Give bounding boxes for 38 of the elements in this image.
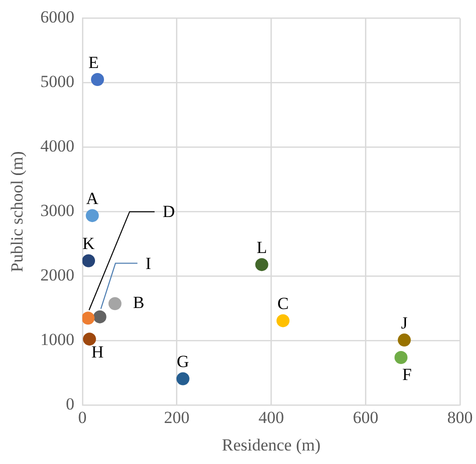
y-tick-label: 2000 (40, 266, 74, 285)
point (398, 334, 411, 347)
point (276, 314, 290, 328)
point (93, 310, 106, 324)
point (86, 209, 99, 222)
x-tick-label: 400 (258, 408, 284, 427)
point (108, 297, 122, 310)
point (176, 372, 190, 386)
y-tick-label: 6000 (40, 8, 74, 27)
x-tick-label: 200 (164, 408, 190, 427)
text: D (162, 202, 175, 222)
point (82, 254, 96, 268)
x-tick-label: 600 (352, 408, 378, 427)
y-tick-label: 3000 (40, 201, 74, 220)
point (255, 258, 268, 272)
x-tick-label: 0 (78, 408, 87, 427)
point (394, 350, 408, 364)
x-tick-label: 800 (447, 408, 473, 427)
series-label: F (402, 364, 412, 384)
y-tick-label: 1000 (40, 330, 74, 350)
series-label: E (88, 52, 99, 72)
series-label: C (277, 294, 289, 314)
point (82, 332, 96, 346)
y-axis-title: Public school (m) (8, 151, 27, 272)
point (91, 72, 104, 86)
y-tick-label: 4000 (40, 136, 74, 156)
series-label: K (82, 234, 96, 254)
text: I (145, 254, 152, 273)
series-label: H (91, 342, 104, 362)
y-tick-label: 5000 (40, 72, 74, 92)
y-tick-label: 0 (66, 394, 74, 414)
series-label: J (400, 314, 408, 333)
series-label: B (132, 293, 144, 312)
series-label: G (176, 352, 190, 372)
series-label: L (256, 238, 267, 258)
x-axis-title: Residence (m) (222, 435, 321, 454)
series-label: A (86, 189, 100, 208)
point (82, 312, 95, 325)
